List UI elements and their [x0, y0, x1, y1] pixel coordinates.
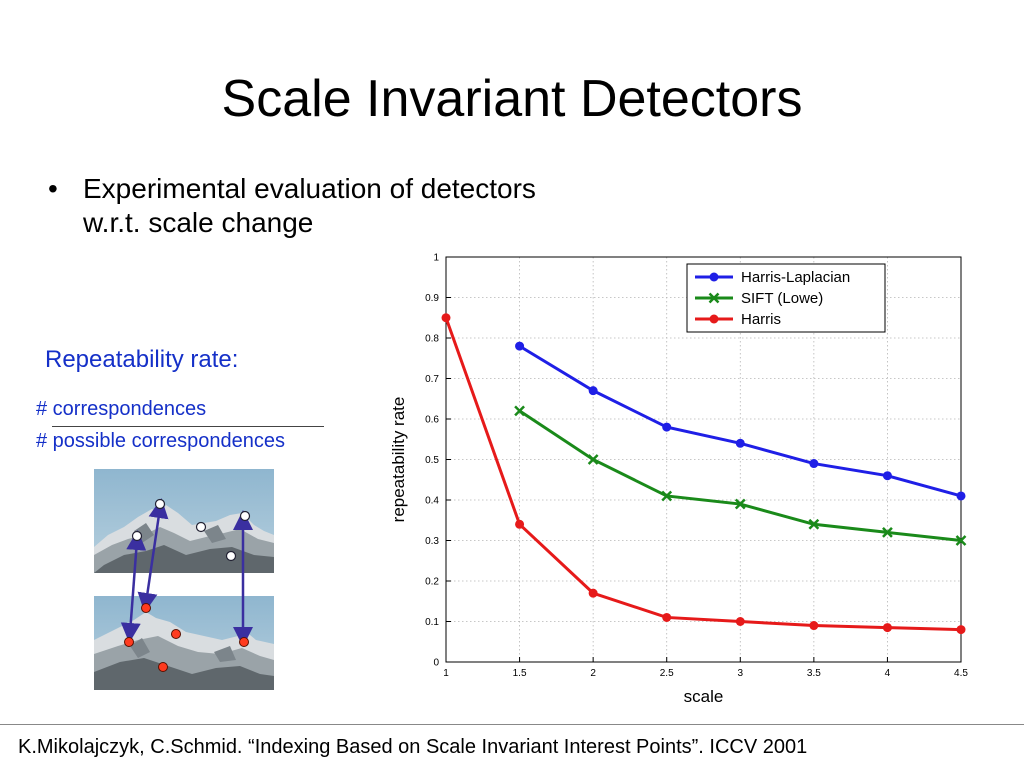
data-point [734, 498, 746, 510]
interest-point-bottom [124, 637, 134, 647]
bullet-line-2: w.r.t. scale change [83, 207, 314, 238]
data-point [514, 405, 525, 417]
correspondence-overlay [120, 498, 253, 672]
data-point [587, 454, 599, 465]
data-point [882, 527, 893, 538]
data-point [956, 625, 966, 635]
correspondence-arrow [120, 530, 147, 643]
interest-point-bottom [141, 603, 151, 613]
y-tick-label: 0.8 [425, 334, 439, 345]
y-tick-label: 0.7 [425, 374, 439, 385]
data-point [882, 471, 892, 481]
correspondence-arrow [137, 498, 169, 613]
fraction-bar [52, 426, 324, 427]
repeatability-rate-label: Repeatability rate: [45, 346, 239, 373]
data-point [955, 535, 967, 546]
legend-marker [708, 292, 720, 304]
data-point [588, 588, 598, 598]
chart-svg: 1 1.5 2 2.5 3 3.5 4 4.5 0 0.1 0.2 0.3 0.4 0.5 0.6 0.7 0.… [389, 253, 968, 707]
y-tick-label: 0 [433, 658, 439, 669]
legend-label: Harris-Laplacian [741, 269, 850, 286]
x-tick-label: 2 [590, 668, 596, 679]
x-tick-label: 4 [885, 668, 891, 679]
interest-point-bottom [158, 662, 168, 672]
interest-point-bottom [171, 629, 181, 639]
data-point [956, 491, 966, 501]
y-tick-label: 0.5 [425, 455, 439, 466]
y-tick-label: 0.6 [425, 415, 439, 426]
bullet-marker: • [48, 173, 58, 204]
footer-divider [0, 724, 1024, 725]
data-point [808, 518, 820, 530]
data-point [662, 612, 672, 622]
x-tick-label: 3.5 [807, 668, 821, 679]
y-tick-label: 0.1 [425, 617, 439, 628]
data-point [515, 519, 525, 529]
interest-point-top [225, 550, 237, 562]
y-tick-label: 0.9 [425, 293, 439, 304]
legend-marker [709, 272, 719, 282]
x-tick-label: 2.5 [660, 668, 674, 679]
data-point [662, 422, 672, 432]
y-tick-label: 0.2 [425, 577, 439, 588]
x-tick-label: 1.5 [513, 668, 527, 679]
interest-point-top [131, 530, 143, 542]
interest-point-top [239, 510, 251, 522]
legend-label: Harris [741, 311, 781, 328]
y-tick-label: 0.4 [425, 496, 439, 507]
x-tick-label: 4.5 [954, 668, 968, 679]
series-line [444, 317, 962, 632]
data-point [661, 490, 673, 502]
y-axis-label: repeatability rate [389, 397, 408, 523]
fraction-denominator: # possible correspondences [36, 430, 286, 452]
x-axis-label: scale [684, 687, 724, 706]
repeatability-chart: 1 1.5 2 2.5 3 3.5 4 4.5 0 0.1 0.2 0.3 0.4 0.5 0.6 0.7 0.… [372, 246, 976, 711]
slide-title: Scale Invariant Detectors [221, 70, 803, 128]
interest-point-bottom [239, 637, 249, 647]
citation-footer: K.Mikolajczyk, C.Schmid. “Indexing Based… [18, 736, 808, 758]
legend-marker [709, 314, 719, 324]
x-tick-label: 3 [738, 668, 744, 679]
data-point [735, 438, 745, 448]
data-point [735, 617, 745, 626]
x-tick-label: 1 [443, 668, 449, 679]
legend-label: SIFT (Lowe) [741, 290, 823, 307]
interest-point-top [154, 498, 166, 510]
data-point [588, 386, 598, 396]
y-tick-label: 0.3 [425, 536, 439, 547]
data-point [809, 621, 819, 631]
data-point [515, 341, 525, 351]
data-point [441, 313, 451, 323]
data-point [809, 459, 819, 469]
bullet-line-1: Experimental evaluation of detectors [83, 173, 536, 204]
y-tick-label: 1 [433, 253, 439, 264]
interest-point-top [195, 521, 207, 533]
fraction-numerator: # correspondences [36, 398, 207, 420]
data-point [882, 623, 892, 633]
